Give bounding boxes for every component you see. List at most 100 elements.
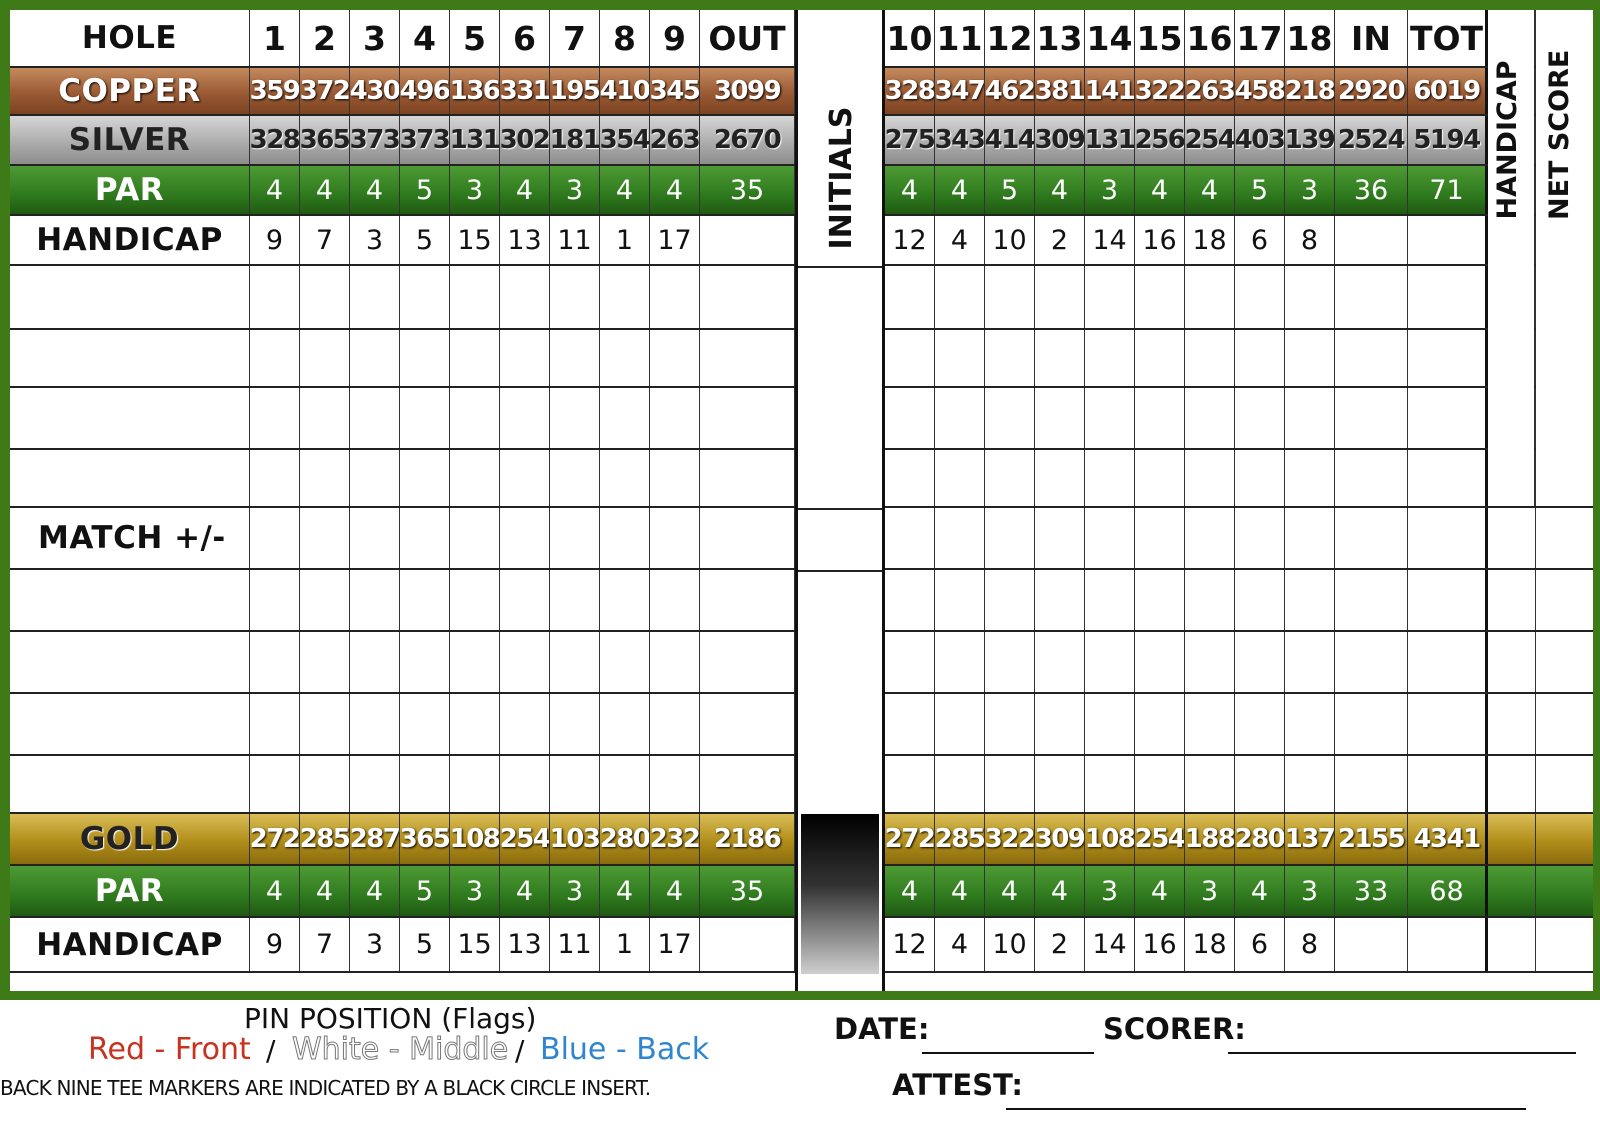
score-cell[interactable]: [1335, 570, 1408, 630]
score-cell[interactable]: [985, 450, 1035, 506]
score-cell[interactable]: [700, 266, 795, 328]
score-cell[interactable]: [1085, 266, 1135, 328]
score-cell[interactable]: [1408, 266, 1488, 328]
score-cell[interactable]: [1185, 450, 1235, 506]
score-cell[interactable]: [1335, 694, 1408, 754]
player-name-cell[interactable]: [10, 694, 250, 754]
score-cell[interactable]: [400, 388, 450, 448]
score-cell[interactable]: [300, 330, 350, 386]
score-cell[interactable]: [650, 450, 700, 506]
score-cell[interactable]: [350, 570, 400, 630]
score-cell[interactable]: [550, 694, 600, 754]
score-cell[interactable]: [600, 632, 650, 692]
score-cell[interactable]: [1035, 694, 1085, 754]
score-cell[interactable]: [350, 694, 400, 754]
score-cell[interactable]: [450, 330, 500, 386]
score-cell[interactable]: [400, 508, 450, 568]
net-score-cell[interactable]: [1536, 508, 1593, 568]
score-cell[interactable]: [700, 330, 795, 386]
score-cell[interactable]: [550, 508, 600, 568]
score-cell[interactable]: [1035, 266, 1085, 328]
score-cell[interactable]: [500, 632, 550, 692]
score-cell[interactable]: [250, 632, 300, 692]
score-cell[interactable]: [400, 450, 450, 506]
handicap-cell[interactable]: [1488, 508, 1536, 568]
attest-line[interactable]: [1006, 1108, 1526, 1110]
score-cell[interactable]: [500, 450, 550, 506]
score-cell[interactable]: [700, 756, 795, 812]
score-cell[interactable]: [450, 694, 500, 754]
score-cell[interactable]: [1408, 508, 1488, 568]
score-cell[interactable]: [1235, 388, 1285, 448]
score-cell[interactable]: [1335, 330, 1408, 386]
score-cell[interactable]: [650, 388, 700, 448]
score-cell[interactable]: [885, 570, 935, 630]
score-cell[interactable]: [450, 756, 500, 812]
score-cell[interactable]: [500, 508, 550, 568]
score-cell[interactable]: [300, 508, 350, 568]
score-cell[interactable]: [1085, 570, 1135, 630]
score-cell[interactable]: [650, 570, 700, 630]
score-cell[interactable]: [1408, 570, 1488, 630]
score-cell[interactable]: [250, 330, 300, 386]
score-cell[interactable]: [400, 570, 450, 630]
player-name-cell[interactable]: [10, 330, 250, 386]
handicap-cell[interactable]: [1488, 266, 1536, 328]
score-cell[interactable]: [1408, 694, 1488, 754]
net-score-cell[interactable]: [1536, 756, 1593, 812]
score-cell[interactable]: [500, 266, 550, 328]
score-cell[interactable]: [1185, 508, 1235, 568]
score-cell[interactable]: [350, 632, 400, 692]
score-cell[interactable]: [250, 756, 300, 812]
score-cell[interactable]: [600, 388, 650, 448]
score-cell[interactable]: [1235, 266, 1285, 328]
score-cell[interactable]: [1035, 450, 1085, 506]
score-cell[interactable]: [1035, 508, 1085, 568]
score-cell[interactable]: [1285, 694, 1335, 754]
score-cell[interactable]: [350, 388, 400, 448]
score-cell[interactable]: [1135, 632, 1185, 692]
score-cell[interactable]: [450, 570, 500, 630]
score-cell[interactable]: [1235, 450, 1285, 506]
handicap-cell[interactable]: [1488, 632, 1536, 692]
score-cell[interactable]: [985, 388, 1035, 448]
score-cell[interactable]: [1135, 508, 1185, 568]
player-name-cell[interactable]: [10, 756, 250, 812]
score-cell[interactable]: [500, 756, 550, 812]
score-cell[interactable]: [1235, 508, 1285, 568]
scorer-line[interactable]: [1228, 1052, 1576, 1054]
score-cell[interactable]: [985, 266, 1035, 328]
handicap-cell[interactable]: [1488, 388, 1536, 448]
score-cell[interactable]: [935, 266, 985, 328]
score-cell[interactable]: [300, 570, 350, 630]
date-line[interactable]: [922, 1052, 1094, 1054]
handicap-cell[interactable]: [1488, 450, 1536, 506]
score-cell[interactable]: [1285, 570, 1335, 630]
score-cell[interactable]: [1235, 694, 1285, 754]
score-cell[interactable]: [885, 632, 935, 692]
score-cell[interactable]: [935, 756, 985, 812]
score-cell[interactable]: [400, 632, 450, 692]
handicap-cell[interactable]: [1488, 866, 1536, 916]
score-cell[interactable]: [1185, 330, 1235, 386]
score-cell[interactable]: [1285, 756, 1335, 812]
score-cell[interactable]: [1035, 330, 1085, 386]
score-cell[interactable]: [1185, 266, 1235, 328]
score-cell[interactable]: [350, 330, 400, 386]
score-cell[interactable]: [450, 388, 500, 448]
score-cell[interactable]: [350, 450, 400, 506]
score-cell[interactable]: [1408, 756, 1488, 812]
score-cell[interactable]: [250, 570, 300, 630]
score-cell[interactable]: [1408, 450, 1488, 506]
score-cell[interactable]: [885, 756, 935, 812]
score-cell[interactable]: [1335, 632, 1408, 692]
score-cell[interactable]: [1035, 570, 1085, 630]
score-cell[interactable]: [1085, 756, 1135, 812]
score-cell[interactable]: [1185, 388, 1235, 448]
score-cell[interactable]: [250, 450, 300, 506]
score-cell[interactable]: [700, 388, 795, 448]
handicap-cell[interactable]: [1488, 918, 1536, 971]
score-cell[interactable]: [650, 330, 700, 386]
score-cell[interactable]: [985, 632, 1035, 692]
score-cell[interactable]: [700, 570, 795, 630]
